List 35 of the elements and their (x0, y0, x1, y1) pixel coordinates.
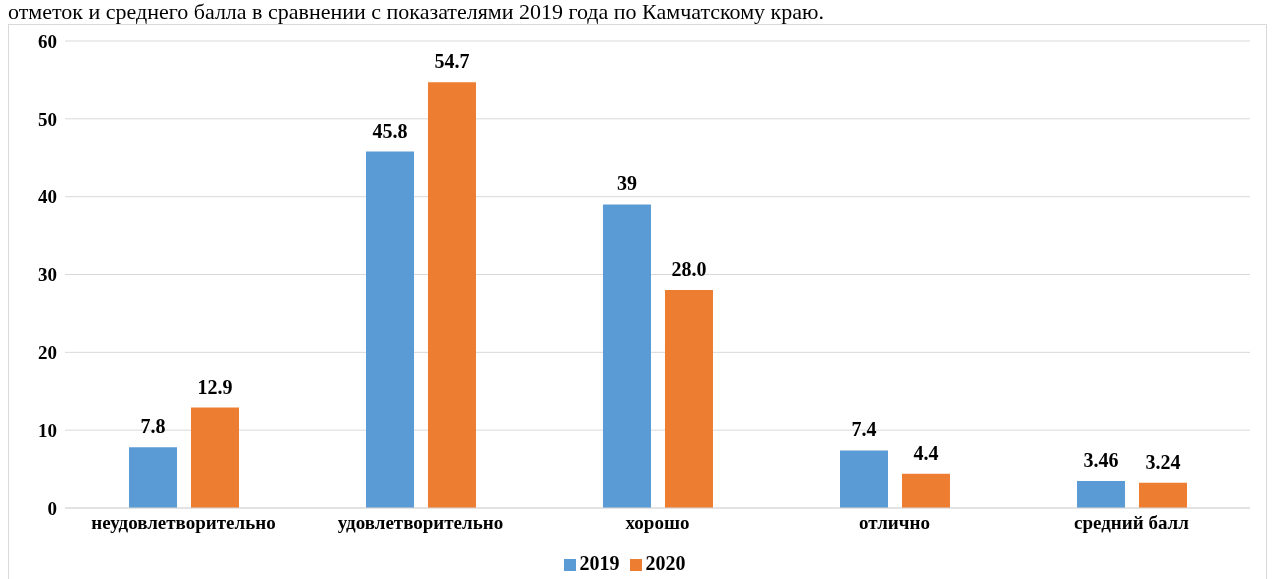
x-tick-label: средний балл (1074, 512, 1190, 534)
x-tick-label: хорошо (625, 512, 690, 534)
data-label: 4.4 (913, 441, 939, 464)
data-label: 3.24 (1145, 450, 1181, 473)
y-tick-label: 0 (47, 497, 57, 519)
y-tick-label: 60 (38, 30, 57, 52)
legend-label: 2019 (579, 552, 620, 574)
y-tick-label: 10 (38, 419, 57, 441)
data-label: 12.9 (197, 375, 233, 398)
bar (1076, 481, 1125, 508)
data-label: 39 (616, 172, 637, 195)
data-label: 3.46 (1083, 449, 1119, 472)
bar (901, 473, 950, 508)
data-label: 7.8 (140, 415, 166, 438)
bar (190, 407, 239, 508)
legend-label: 2020 (645, 552, 686, 574)
x-tick-label: неудовлетворительно (91, 512, 276, 534)
x-tick-label: отлично (859, 512, 930, 534)
bar (427, 82, 476, 508)
bar (1138, 482, 1187, 508)
chart-title: отметок и среднего балла в сравнении с показателями 2019 года по Камчатскому краю. (8, 0, 825, 24)
bar (839, 450, 888, 508)
y-tick-label: 30 (38, 264, 57, 286)
y-tick-label: 50 (38, 108, 57, 130)
data-label: 28.0 (671, 258, 707, 281)
y-tick-label: 20 (38, 342, 57, 364)
data-label: 45.8 (372, 119, 408, 142)
data-label: 54.7 (434, 50, 470, 73)
bar (664, 290, 713, 508)
data-label: 7.4 (851, 418, 877, 441)
bar (128, 447, 177, 508)
bar (365, 151, 414, 508)
bar (602, 204, 651, 508)
y-tick-label: 40 (38, 186, 57, 208)
x-tick-label: удовлетворительно (337, 512, 504, 534)
